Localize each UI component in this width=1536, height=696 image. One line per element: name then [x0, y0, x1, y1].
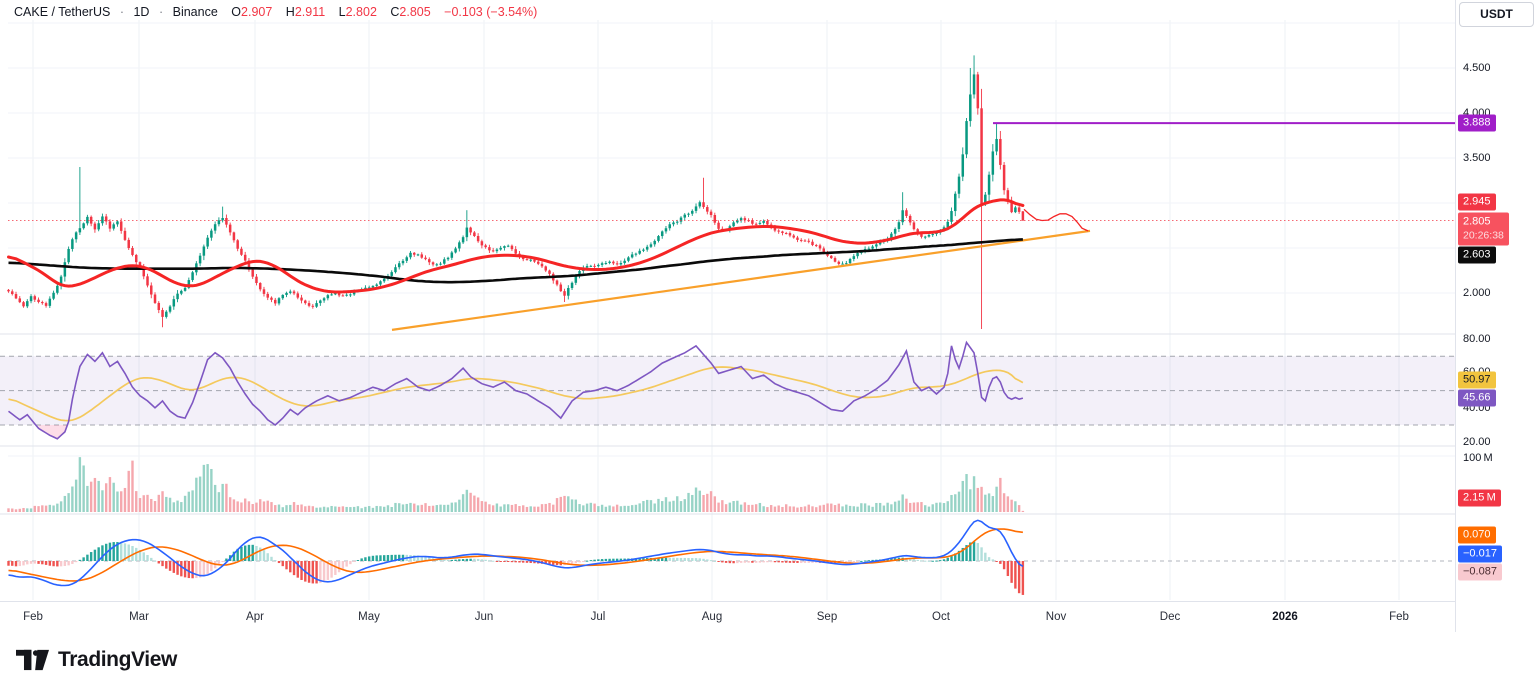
- ema-red-line: [7, 198, 1025, 294]
- time-axis-label: Apr: [246, 611, 264, 623]
- exchange-label[interactable]: Binance: [172, 5, 218, 19]
- rsi-ma-line: [8, 366, 1024, 422]
- sma-badge: 2.603: [1458, 246, 1496, 264]
- tradingview-logo[interactable]: TradingView: [16, 648, 177, 672]
- price-badge: 2.805 20:26:38: [1458, 212, 1509, 246]
- macd-signal-badge: 0.070: [1458, 526, 1496, 544]
- ema-badge: 2.945: [1458, 193, 1496, 211]
- time-axis-label: Jul: [590, 611, 606, 623]
- rsi-oversold-fill: [38, 425, 69, 439]
- time-axis-label: Jun: [474, 611, 494, 623]
- separator-dot: ·: [158, 5, 164, 19]
- ema-projection-line: [1023, 208, 1089, 232]
- price-axis[interactable]: 5.0004.5004.0003.5002.00080.0060.0040.00…: [1455, 0, 1536, 632]
- interval-label[interactable]: 1D: [133, 5, 150, 19]
- countdown-timer: 20:26:38: [1463, 229, 1504, 242]
- tradingview-logo-icon: [16, 649, 49, 670]
- time-axis-label: Feb: [23, 611, 43, 623]
- symbol-name[interactable]: CAKE / TetherUS: [14, 5, 111, 19]
- close-label: C: [390, 5, 400, 19]
- currency-toggle-button[interactable]: USDT: [1459, 2, 1534, 27]
- price-axis-label: 4.500: [1463, 62, 1491, 74]
- rsi-badge: 45.66: [1458, 389, 1496, 407]
- macd-hist-badge: −0.087: [1458, 563, 1502, 581]
- time-axis-label: Oct: [932, 611, 950, 623]
- low-label: L: [338, 5, 346, 19]
- time-axis-label: Feb: [1389, 611, 1409, 623]
- high-value: 2.911: [294, 5, 326, 19]
- price-axis-label: 100 M: [1463, 452, 1493, 464]
- time-axis[interactable]: Feb Mar Apr May Jun Jul Aug Sep Oct Nov Dec 2026 Feb: [0, 601, 1455, 632]
- high-label: H: [285, 5, 295, 19]
- candles-layer: [7, 55, 1025, 329]
- macd-histogram: [7, 541, 1025, 595]
- time-axis-label: Dec: [1159, 611, 1181, 623]
- price-axis-label: 2.000: [1463, 287, 1491, 299]
- rsi-line: [8, 340, 1024, 440]
- change-value: −0.103 (−3.54%): [444, 5, 538, 19]
- pane-separators: [0, 333, 1536, 515]
- price-axis-label: 80.00: [1463, 333, 1491, 345]
- macd-line: [8, 519, 1024, 587]
- price-axis-label: 3.500: [1463, 152, 1491, 164]
- close-value: 2.805: [399, 5, 431, 19]
- time-axis-label: May: [358, 611, 380, 623]
- grid-layer: [8, 20, 1455, 600]
- open-value: 2.907: [241, 5, 273, 19]
- tradingview-logo-text: TradingView: [58, 648, 177, 671]
- chart-canvas[interactable]: [0, 0, 1536, 632]
- macd-badge: −0.017: [1458, 545, 1502, 563]
- trendline-orange: [391, 229, 1091, 331]
- level-badge-3888: 3.888: [1458, 114, 1496, 132]
- price-axis-label: 20.00: [1463, 436, 1491, 448]
- macd-signal-line: [8, 528, 1024, 582]
- rsi-ma-badge: 50.97: [1458, 371, 1496, 389]
- separator-dot: ·: [119, 5, 124, 19]
- time-axis-label: Aug: [701, 611, 723, 623]
- symbol-info-bar[interactable]: CAKE / TetherUS · 1D · Binance O2.907 H2…: [14, 3, 537, 21]
- time-axis-label: Mar: [129, 611, 149, 623]
- time-axis-label: Sep: [816, 611, 838, 623]
- volume-badge: 2.15 M: [1458, 489, 1501, 507]
- low-value: 2.802: [345, 5, 377, 19]
- open-label: O: [231, 5, 242, 19]
- volume-bars: [7, 457, 1025, 512]
- time-axis-label: 2026: [1272, 611, 1298, 623]
- sma-black-line: [8, 238, 1023, 284]
- time-axis-label: Nov: [1045, 611, 1067, 623]
